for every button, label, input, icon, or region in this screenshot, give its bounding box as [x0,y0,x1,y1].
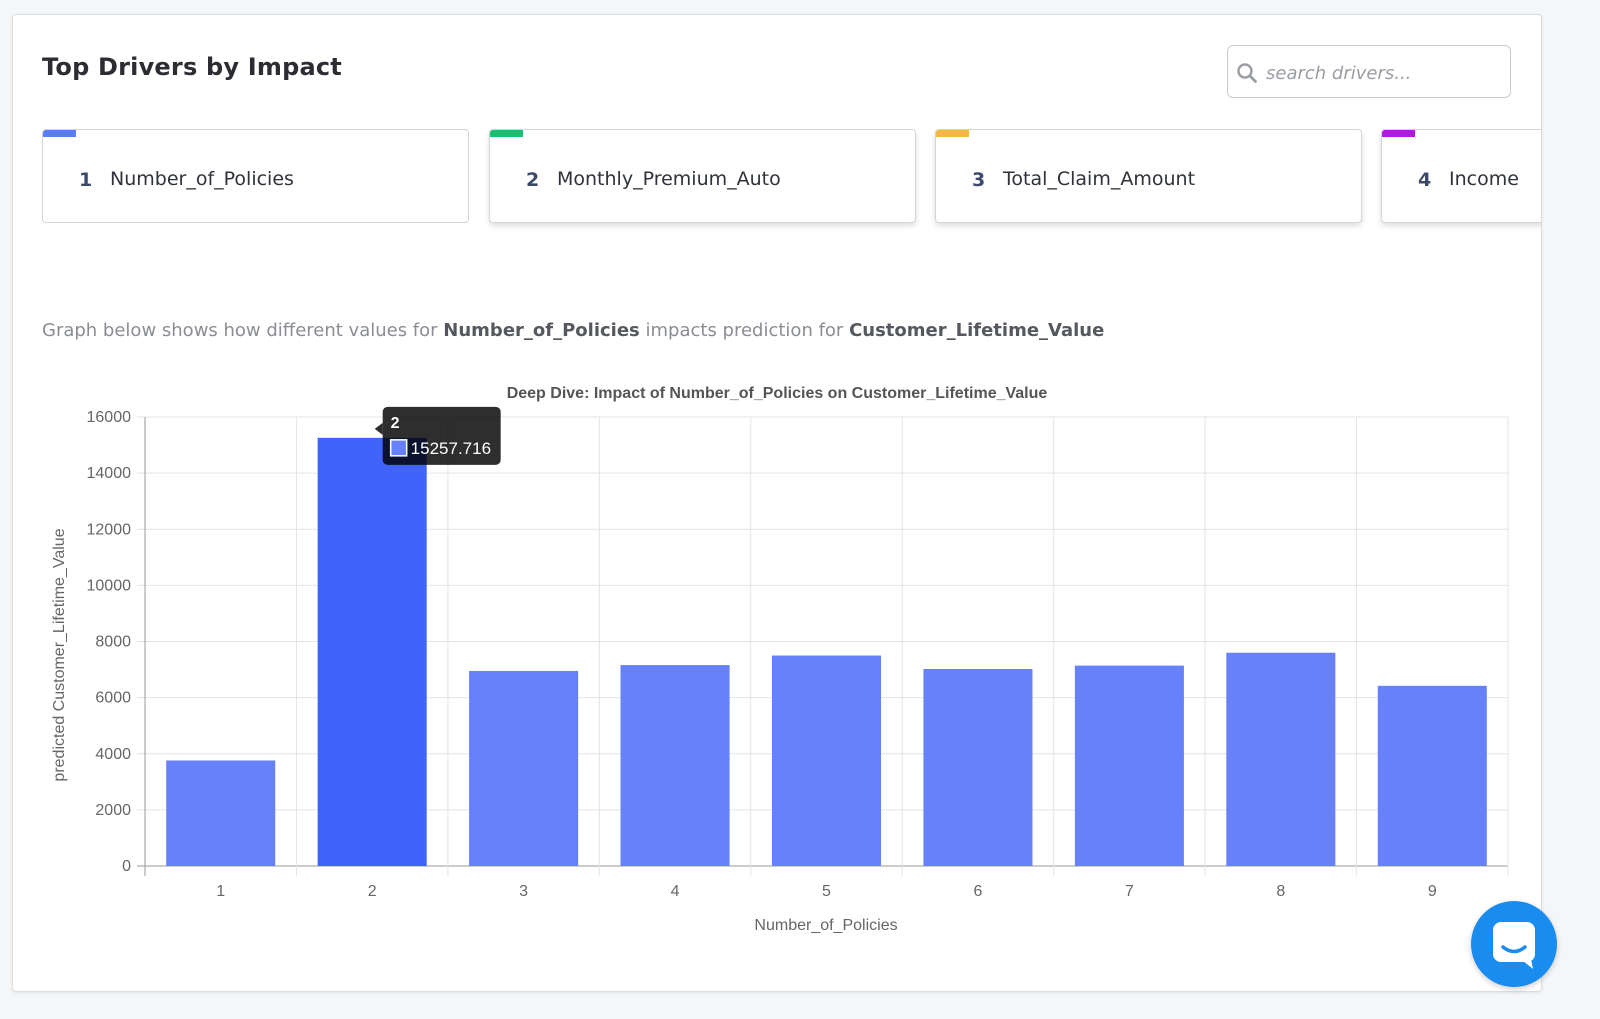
description-feature: Number_of_Policies [443,320,640,341]
description-prefix: Graph below shows how different values f… [42,320,438,341]
driver-name: Total_Claim_Amount [1003,168,1196,190]
tooltip-caret [374,422,383,435]
driver-name: Number_of_Policies [110,168,294,190]
driver-card-4[interactable]: 4 Income [1381,129,1541,223]
tooltip-category: 2 [391,415,400,432]
driver-rank: 2 [526,169,540,191]
y-tick-label: 6000 [95,690,131,707]
y-tick-label: 14000 [87,465,132,482]
x-tick-label: 8 [1276,883,1285,900]
description-middle: impacts prediction for [645,320,844,341]
y-tick-label: 10000 [87,577,132,594]
driver-name: Income [1449,168,1519,190]
bar [620,665,730,866]
driver-card-2[interactable]: 2 Monthly_Premium_Auto [489,129,916,223]
driver-cards: 1 Number_of_Policies 2 Monthly_Premium_A… [42,129,1541,229]
driver-rank: 1 [79,169,93,191]
search-box[interactable] [1227,45,1511,98]
y-tick-label: 4000 [95,746,131,763]
impact-bar-chart: Deep Dive: Impact of Number_of_Policies … [51,385,1509,934]
search-icon [1236,62,1258,89]
y-tick-label: 16000 [87,409,132,426]
x-tick-label: 1 [216,883,225,900]
drivers-panel: Top Drivers by Impact 1 Number_of_Polici… [12,14,1542,992]
bar [1074,665,1184,866]
driver-card-3[interactable]: 3 Total_Claim_Amount [935,129,1362,223]
tooltip-swatch [389,439,408,457]
x-tick-label: 2 [368,883,377,900]
driver-accent [490,130,523,137]
bar [1377,685,1487,866]
bar [166,760,276,866]
chat-icon [1493,922,1535,969]
x-tick-label: 3 [519,883,528,900]
x-tick-label: 5 [822,883,831,900]
driver-accent [1382,130,1415,137]
driver-rank: 4 [1418,169,1432,191]
page-title: Top Drivers by Impact [42,53,342,81]
driver-name: Monthly_Premium_Auto [557,168,781,190]
chart-bars [166,437,1487,866]
y-tick-label: 12000 [87,521,132,538]
x-tick-label: 4 [671,883,680,900]
bar [771,655,882,866]
x-tick-label: 6 [973,883,982,900]
tooltip-value: 15257.716 [411,439,491,458]
chart-axes: 0 2000 4000 6000 8000 10000 12000 14000 16000 1 2 3… [87,409,1437,900]
driver-card-1[interactable]: 1 Number_of_Policies [42,129,469,223]
y-tick-label: 0 [122,858,131,875]
description-target: Customer_Lifetime_Value [849,320,1105,341]
y-axis-label: predicted Customer_Lifetime_Value [51,528,68,781]
tooltip-box [382,406,501,465]
chart-tooltip: 2 15257.716 [374,406,501,465]
search-input[interactable] [1264,58,1503,88]
driver-accent [43,130,76,137]
bar [1226,652,1336,866]
x-axis-label: Number_of_Policies [754,917,897,934]
driver-rank: 3 [972,169,986,191]
driver-accent [936,130,969,137]
bar [923,669,1033,866]
chart-description: Graph below shows how different values f… [42,320,1104,341]
bar [469,670,579,866]
x-tick-label: 7 [1125,883,1134,900]
chart-title: Deep Dive: Impact of Number_of_Policies … [507,385,1048,402]
x-tick-label: 9 [1428,883,1437,900]
chat-button[interactable] [1471,901,1557,987]
y-tick-label: 8000 [95,634,131,651]
y-tick-label: 2000 [95,802,131,819]
bar [317,437,427,866]
